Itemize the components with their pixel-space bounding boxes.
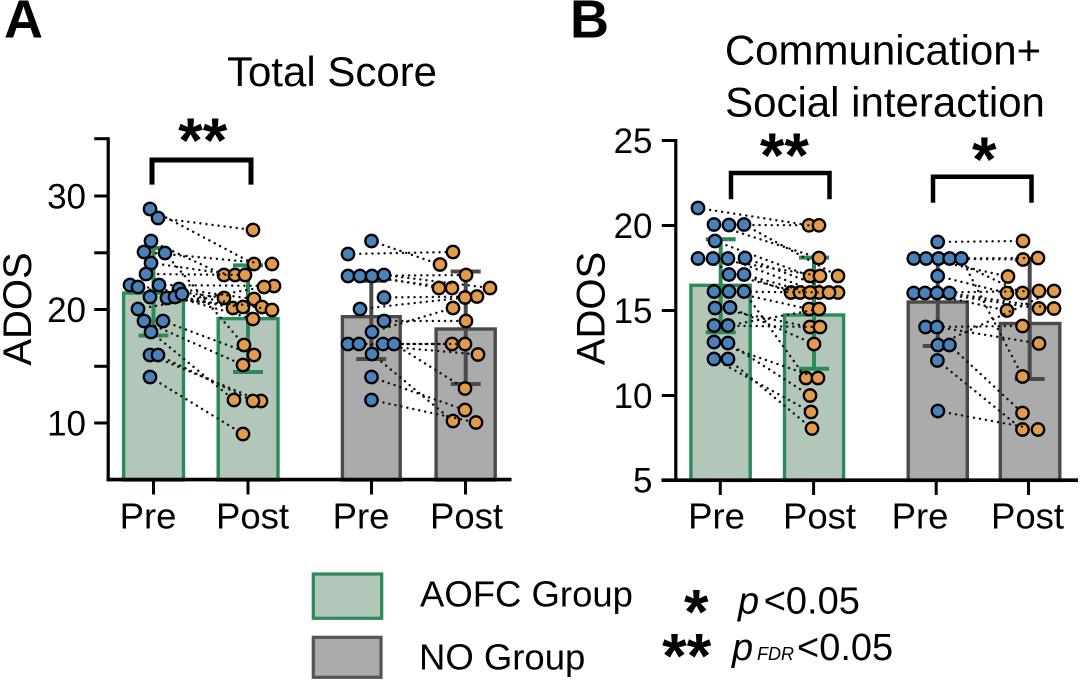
svg-text:Post: Post bbox=[216, 496, 289, 537]
svg-text:p: p bbox=[731, 627, 753, 669]
svg-text:Post: Post bbox=[783, 496, 856, 537]
svg-text:Pre: Pre bbox=[892, 496, 949, 537]
svg-text:**: ** bbox=[178, 106, 228, 176]
svg-text:Post: Post bbox=[430, 496, 503, 537]
svg-text:20: 20 bbox=[614, 207, 653, 246]
svg-text:10: 10 bbox=[614, 377, 653, 416]
svg-text:15: 15 bbox=[614, 292, 653, 331]
svg-text:Pre: Pre bbox=[688, 496, 745, 537]
svg-text:FDR: FDR bbox=[757, 644, 794, 664]
svg-text:**: ** bbox=[760, 121, 810, 191]
svg-text:**: ** bbox=[662, 622, 712, 681]
svg-text:Communication+: Communication+ bbox=[725, 27, 1041, 74]
svg-text:ADOS: ADOS bbox=[570, 252, 614, 365]
svg-text:Pre: Pre bbox=[120, 496, 177, 537]
svg-text:10: 10 bbox=[47, 404, 86, 443]
svg-text:25: 25 bbox=[614, 122, 653, 161]
svg-text:5: 5 bbox=[633, 462, 652, 501]
svg-text:p: p bbox=[737, 581, 759, 623]
svg-text:Post: Post bbox=[991, 496, 1064, 537]
svg-text:ADOS: ADOS bbox=[0, 252, 40, 365]
svg-text:AOFC Group: AOFC Group bbox=[420, 574, 633, 615]
svg-text:NO Group: NO Group bbox=[419, 637, 585, 678]
svg-text:B: B bbox=[570, 0, 609, 50]
svg-text:A: A bbox=[4, 0, 43, 50]
svg-text:<0.05: <0.05 bbox=[797, 627, 893, 669]
svg-text:Social interaction: Social interaction bbox=[725, 79, 1045, 126]
svg-text:*: * bbox=[972, 125, 997, 195]
svg-text:30: 30 bbox=[47, 177, 86, 216]
svg-text:Pre: Pre bbox=[333, 496, 390, 537]
svg-text:<0.05: <0.05 bbox=[764, 581, 860, 623]
svg-text:Total Score: Total Score bbox=[227, 48, 437, 95]
svg-text:20: 20 bbox=[47, 291, 86, 330]
